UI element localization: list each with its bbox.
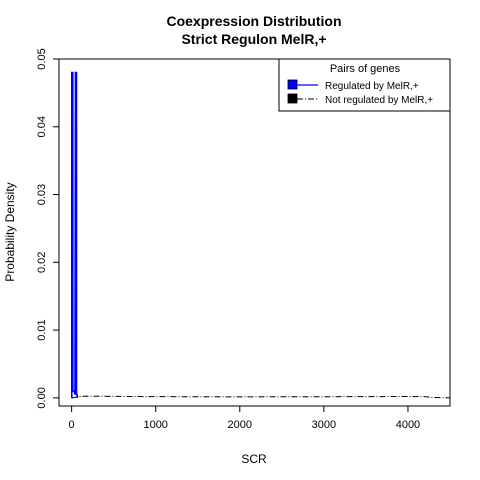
y-tick-label: 0.03 (36, 184, 48, 205)
legend-entry-regulated: Regulated by MelR,+ (325, 81, 419, 92)
y-tick-label: 0.04 (36, 116, 48, 137)
y-tick-label: 0.05 (36, 48, 48, 69)
plot-area (70, 71, 451, 399)
chart-title: Coexpression Distribution (166, 13, 341, 29)
legend: Pairs of genes Regulated by MelR,+ Not r… (278, 58, 451, 112)
plot-frame (58, 58, 451, 407)
series-line-regulated (70, 71, 79, 399)
chart-subtitle: Strict Regulon MelR,+ (181, 31, 326, 47)
legend-swatch-not-regulated (287, 93, 298, 104)
y-tick-label: 0.01 (36, 319, 48, 340)
y-axis: 0.00 0.01 0.02 0.03 0.04 0.05 (36, 48, 59, 409)
x-axis-label: SCR (241, 452, 267, 466)
legend-title: Pairs of genes (330, 63, 401, 75)
legend-entry-not-regulated: Not regulated by MelR,+ (325, 95, 433, 106)
x-tick-label: 1000 (143, 419, 167, 431)
x-tick-label: 4000 (396, 419, 420, 431)
y-tick-label: 0.02 (36, 252, 48, 273)
x-tick-label: 0 (69, 419, 75, 431)
y-axis-label: Probability Density (3, 182, 17, 281)
legend-swatch-regulated (287, 79, 298, 90)
y-tick-label: 0.00 (36, 387, 48, 408)
x-tick-label: 3000 (312, 419, 336, 431)
x-axis: 0 1000 2000 3000 4000 (69, 406, 420, 431)
x-tick-label: 2000 (228, 419, 252, 431)
series-line-not-regulated (71, 395, 451, 399)
